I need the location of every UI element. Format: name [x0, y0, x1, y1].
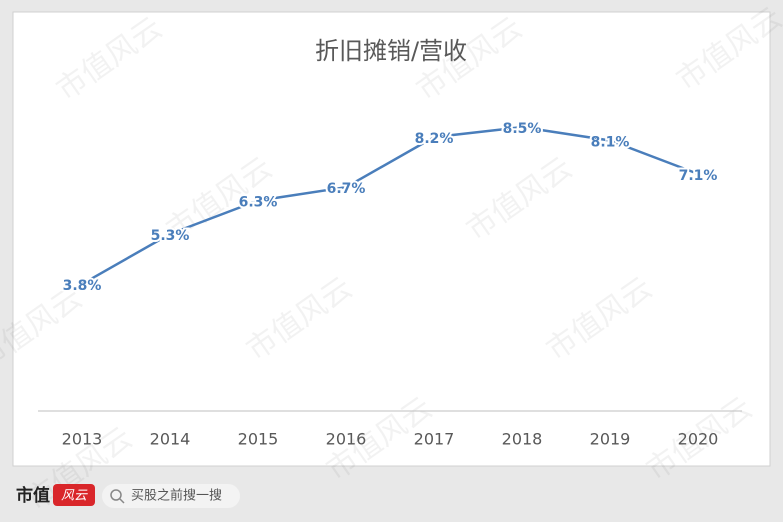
logo-mark-bg: [53, 484, 95, 506]
plot: 2013 2014 2015 2016 2017 2018 2019 2020 3.8% 5.3%…: [61, 119, 720, 449]
footer-logo-mark: 风云: [61, 489, 88, 504]
x-tick-label: 2019: [590, 430, 631, 449]
search-icon: [110, 489, 122, 501]
x-tick-label: 2014: [150, 430, 191, 449]
line: [81, 125, 699, 286]
x-tick-label: 2017: [414, 430, 455, 449]
x-tick-label: 2013: [62, 430, 103, 449]
data-label: 6.3%: [239, 195, 278, 211]
data-label: 6.7%: [327, 181, 366, 197]
data-label: 8.2%: [415, 131, 454, 147]
data-label: 7.1%: [679, 168, 718, 184]
data-label: 5.3%: [151, 228, 190, 244]
data-label: 8.1%: [591, 134, 630, 150]
search-text[interactable]: 买股之前搜一搜: [131, 488, 222, 504]
x-tick-label: 2020: [678, 430, 719, 449]
x-tick-label: 2016: [326, 430, 367, 449]
plot-background: [12, 11, 771, 467]
x-tick-label: 2015: [238, 430, 279, 449]
footer-logo: 市值: [16, 485, 50, 506]
data-label: 8.5%: [503, 121, 542, 137]
search-icon-handle: [119, 498, 125, 504]
x-tick-label: 2018: [502, 430, 543, 449]
search-box[interactable]: [102, 484, 240, 508]
chart-title: 折旧摊销/营收: [315, 37, 467, 65]
data-label: 3.8%: [63, 278, 102, 294]
